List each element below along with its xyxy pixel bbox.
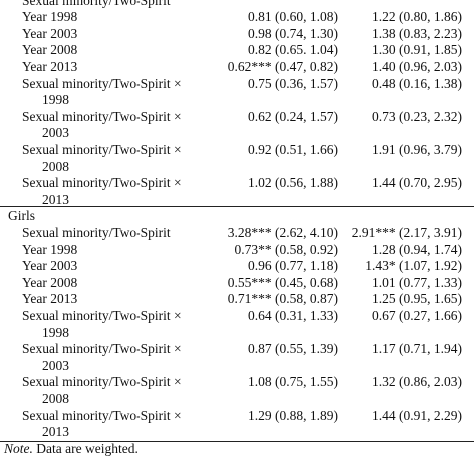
cell: 1.43* (1.07, 1.92) <box>365 258 462 274</box>
cell: 1.29 (0.88, 1.89) <box>248 407 338 423</box>
cell: 3.28*** (2.62, 4.10) <box>227 224 338 240</box>
row-label: Year 1998 <box>22 241 78 257</box>
cell: 0.82 (0.65. 1.04) <box>248 42 338 58</box>
cell: 1.32 (0.86, 2.03) <box>372 374 462 390</box>
row-label-cont: 2003 <box>42 125 69 141</box>
row-label-cont: 2003 <box>42 357 69 373</box>
cell: 1.38 (0.83, 2.23) <box>372 25 462 41</box>
row-label: Sexual minority/Two-Spirit × <box>22 175 182 191</box>
row-label: Year 2013 <box>22 58 78 74</box>
cell: 1.30 (0.91, 1.85) <box>372 42 462 58</box>
row-label: Year 2008 <box>22 42 78 58</box>
cell: 1.02 (0.56, 1.88) <box>248 175 338 191</box>
row-label: Sexual minority/Two-Spirit × <box>22 307 182 323</box>
cell: 1.25 (0.95, 1.65) <box>372 291 462 307</box>
table-bottom-rule <box>0 441 474 443</box>
cell: 1.17 (0.71, 1.94) <box>372 341 462 357</box>
row-label: Sexual minority/Two-Spirit <box>22 224 171 240</box>
cell: 0.67 (0.27, 1.66) <box>372 307 462 323</box>
row-label: Year 1998 <box>22 9 78 25</box>
cell: 0.62 (0.24, 1.57) <box>248 108 338 124</box>
row-label: Sexual minority/Two-Spirit <box>22 0 171 8</box>
cell: 0.73 (0.23, 2.32) <box>372 108 462 124</box>
row-label: Year 2003 <box>22 258 78 274</box>
cell: 0.48 (0.16, 1.38) <box>372 75 462 91</box>
row-label-cont: 2008 <box>42 158 69 174</box>
cell: 2.91*** (2.17, 3.91) <box>351 224 462 240</box>
cell: 0.92 (0.51, 1.66) <box>248 141 338 157</box>
cell: 0.71*** (0.58, 0.87) <box>227 291 338 307</box>
cell: 0.55*** (0.45, 0.68) <box>227 274 338 290</box>
row-label-cont: 2008 <box>42 390 69 406</box>
cell: 1.01 (0.77, 1.33) <box>372 274 462 290</box>
note-text: Data are weighted. <box>32 441 138 457</box>
section-rule <box>0 205 474 207</box>
cell: 0.81 (0.60, 1.08) <box>248 9 338 25</box>
cell: 1.08 (0.75, 1.55) <box>248 374 338 390</box>
row-label-cont: 1998 <box>42 324 69 340</box>
cell: 0.98 (0.74, 1.30) <box>248 25 338 41</box>
note-label: Note. <box>4 441 33 457</box>
cell: 1.44 (0.91, 2.29) <box>372 407 462 423</box>
row-label: Sexual minority/Two-Spirit × <box>22 108 182 124</box>
row-label-cont: 2013 <box>42 191 69 207</box>
cell: 0.73** (0.58, 0.92) <box>234 241 339 257</box>
cell: 1.28 (0.94, 1.74) <box>372 241 462 257</box>
row-label-cont: 1998 <box>42 92 69 108</box>
cell: 1.91 (0.96, 3.79) <box>372 141 462 157</box>
cell: 0.75 (0.36, 1.57) <box>248 75 338 91</box>
row-label: Sexual minority/Two-Spirit × <box>22 407 182 423</box>
row-label: Year 2003 <box>22 25 78 41</box>
cell: 0.64 (0.31, 1.33) <box>248 307 338 323</box>
row-label-cont: 2013 <box>42 424 69 440</box>
cell: 1.40 (0.96, 2.03) <box>372 58 462 74</box>
cell: 0.62*** (0.47, 0.82) <box>227 58 338 74</box>
row-label: Sexual minority/Two-Spirit × <box>22 341 182 357</box>
row-label: Year 2008 <box>22 274 78 290</box>
row-label: Sexual minority/Two-Spirit × <box>22 141 182 157</box>
row-label: Sexual minority/Two-Spirit × <box>22 374 182 390</box>
cell: 1.22 (0.80, 1.86) <box>372 9 462 25</box>
section-title: Girls <box>8 208 35 224</box>
cell: 1.44 (0.70, 2.95) <box>372 175 462 191</box>
cell: 0.96 (0.77, 1.18) <box>248 258 338 274</box>
row-label: Year 2013 <box>22 291 78 307</box>
cell: 0.87 (0.55, 1.39) <box>248 341 338 357</box>
row-label: Sexual minority/Two-Spirit × <box>22 75 182 91</box>
